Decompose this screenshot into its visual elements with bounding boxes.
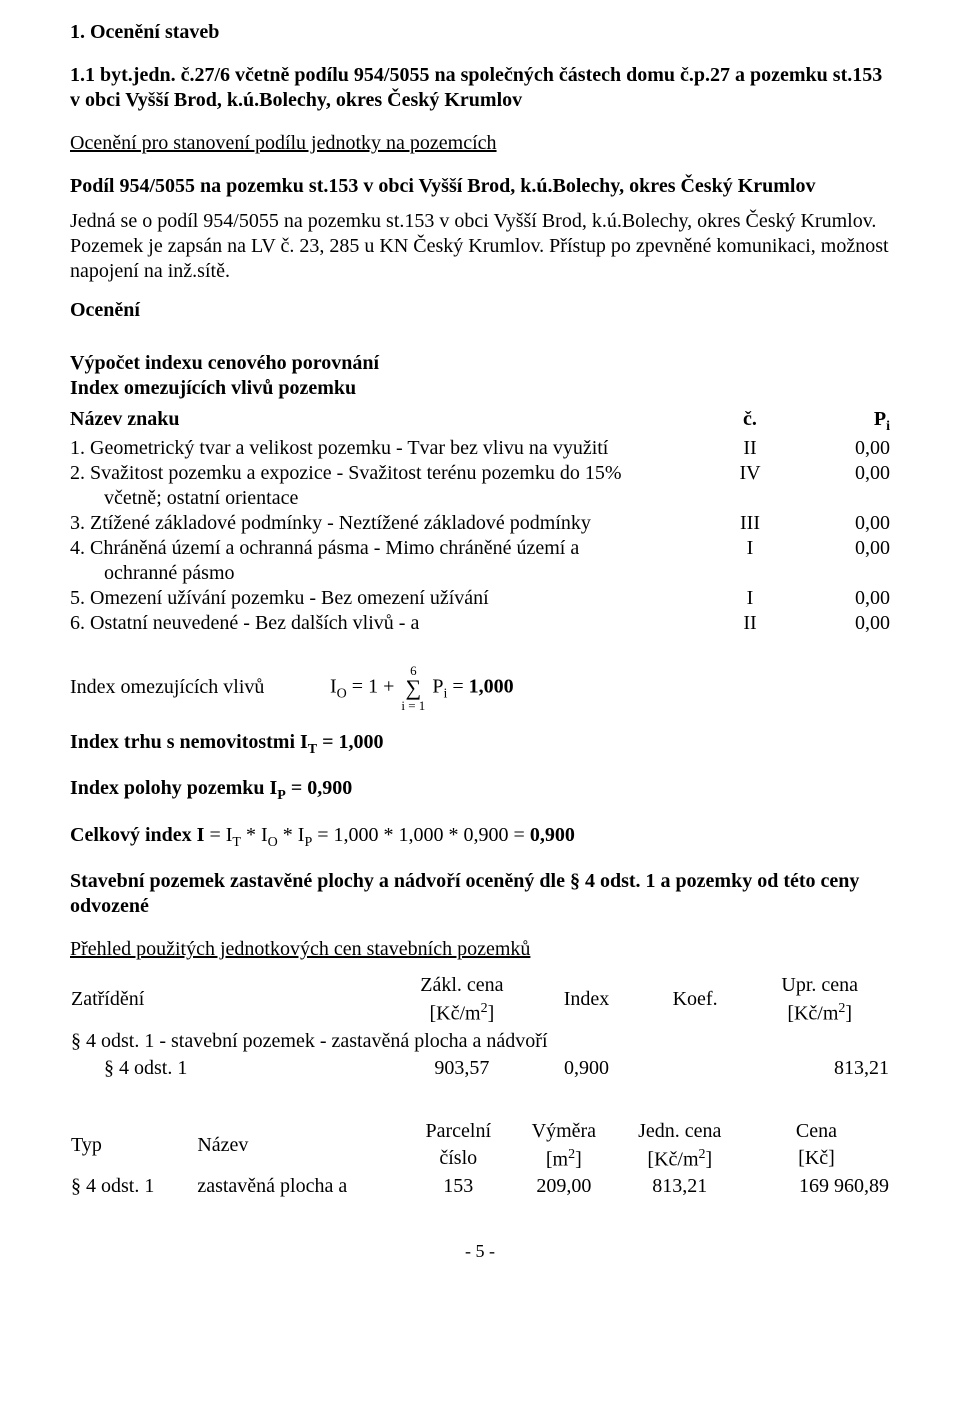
formula-body: IO = 1 + 6 ∑ i = 1 Pi = 1,000 — [330, 664, 514, 712]
unit-kcm2: [Kč/m2] — [617, 1145, 743, 1174]
detail-row: § 4 odst. 1 zastavěná plocha a 153 209,0… — [70, 1173, 890, 1200]
table-row: 5. Omezení užívání pozemku - Bez omezení… — [70, 586, 890, 611]
price-section: § 4 odst. 1 - stavební pozemek - zastavě… — [70, 1028, 890, 1055]
price-name: § 4 odst. 1 — [70, 1055, 392, 1082]
detail-table: Typ Název Parcelní Výměra Jedn. cena Cen… — [70, 1118, 890, 1201]
cell-name: 6. Ostatní neuvedené - Bez dalších vlivů… — [70, 611, 700, 636]
col-vymera: Výměra — [511, 1118, 617, 1145]
price-section-row: § 4 odst. 1 - stavební pozemek - zastavě… — [70, 1028, 890, 1055]
ip-sub: P — [277, 788, 286, 803]
ip-tail: = 0,900 — [286, 777, 352, 799]
price-upr: 813,21 — [749, 1055, 890, 1082]
table-row: 1. Geometrický tvar a velikost pozemku -… — [70, 436, 890, 461]
cell-p: 0,00 — [800, 436, 890, 461]
col-koef: Koef. — [641, 972, 750, 1028]
price-header-row: Zatřídění Zákl. cena Index Koef. Upr. ce… — [70, 972, 890, 999]
formula-io: Index omezujících vlivů IO = 1 + 6 ∑ i =… — [70, 664, 890, 712]
col-typ: Typ — [70, 1118, 196, 1174]
sigma-icon: 6 ∑ i = 1 — [401, 664, 425, 712]
heading-1-1: 1.1 byt.jedn. č.27/6 včetně podílu 954/5… — [70, 63, 890, 113]
table-row: 3. Ztížené základové podmínky - Neztížen… — [70, 511, 890, 536]
col-head-c: č. — [700, 407, 800, 436]
detail-parc: 153 — [405, 1173, 511, 1200]
col-zakl: Zákl. cena — [392, 972, 533, 999]
col-upr: Upr. cena — [749, 972, 890, 999]
oceneni-label: Ocenění — [70, 298, 890, 323]
detail-header-row: Typ Název Parcelní Výměra Jedn. cena Cen… — [70, 1118, 890, 1145]
paragraph-desc: Jedná se o podíl 954/5055 na pozemku st.… — [70, 209, 890, 284]
cell-c: II — [700, 611, 800, 636]
formula-sub: O — [337, 686, 347, 701]
detail-vymera: 209,00 — [511, 1173, 617, 1200]
cell-p: 0,00 — [800, 536, 890, 586]
cell-p: 0,00 — [800, 461, 890, 511]
heading-oceneni: Ocenění pro stanovení podílu jednotky na… — [70, 131, 890, 156]
table-row: 4. Chráněná území a ochranná pásma - Mim… — [70, 536, 890, 586]
sigma-symbol: ∑ — [405, 677, 421, 699]
vypocet-heading: Výpočet indexu cenového porovnání — [70, 351, 890, 376]
celkovy-line: Celkový index I = IT * IO * IP = 1,000 *… — [70, 823, 890, 852]
price-koef — [641, 1055, 750, 1082]
celkovy-val: 0,900 — [530, 824, 575, 846]
detail-typ: § 4 odst. 1 — [70, 1173, 196, 1200]
stavebni-heading: Stavební pozemek zastavěné plochy a nádv… — [70, 869, 890, 919]
table-row: 2. Svažitost pozemku a expozice - Svažit… — [70, 461, 890, 511]
cell-p: 0,00 — [800, 586, 890, 611]
price-zakl: 903,57 — [392, 1055, 533, 1082]
unit-kc: [Kč] — [743, 1145, 890, 1174]
index-it: Index trhu s nemovitostmi IT = 1,000 — [70, 730, 890, 759]
cell-p: 0,00 — [800, 511, 890, 536]
detail-jedn: 813,21 — [617, 1173, 743, 1200]
cell-name: 4. Chráněná území a ochranná pásma - Mim… — [70, 536, 700, 586]
cell-c: II — [700, 436, 800, 461]
cell-p: 0,00 — [800, 611, 890, 636]
it-label: Index trhu s nemovitostmi I — [70, 731, 308, 753]
heading-1: 1. Ocenění staveb — [70, 20, 890, 45]
cell-c: IV — [700, 461, 800, 511]
cell-c: III — [700, 511, 800, 536]
unit-kcm2: [Kč/m2] — [392, 999, 533, 1028]
col-zatrideni: Zatřídění — [70, 972, 392, 1028]
it-sub: T — [308, 742, 317, 757]
price-table: Zatřídění Zákl. cena Index Koef. Upr. ce… — [70, 972, 890, 1082]
celkovy-pre: Celkový index I — [70, 824, 204, 846]
index-ip: Index polohy pozemku IP = 0,900 — [70, 776, 890, 805]
podil-line: Podíl 954/5055 na pozemku st.153 v obci … — [70, 174, 890, 199]
detail-nazev: zastavěná plocha a — [196, 1173, 405, 1200]
col-cislo: číslo — [405, 1145, 511, 1174]
cell-c: I — [700, 586, 800, 611]
col-nazev: Název — [196, 1118, 405, 1174]
it-tail: = 1,000 — [317, 731, 383, 753]
table-row: 6. Ostatní neuvedené - Bez dalších vlivů… — [70, 611, 890, 636]
cell-name: 1. Geometrický tvar a velikost pozemku -… — [70, 436, 700, 461]
col-cena: Cena — [743, 1118, 890, 1145]
prehled-heading: Přehled použitých jednotkových cen stave… — [70, 937, 890, 962]
formula-eq: = 1 + — [347, 675, 400, 697]
detail-cena: 169 960,89 — [743, 1173, 890, 1200]
cell-c: I — [700, 536, 800, 586]
col-index: Index — [532, 972, 641, 1028]
table-header-row: Název znaku č. Pi — [70, 407, 890, 436]
price-index: 0,900 — [532, 1055, 641, 1082]
unit-kcm2: [Kč/m2] — [749, 999, 890, 1028]
cell-name: 5. Omezení užívání pozemku - Bez omezení… — [70, 586, 700, 611]
col-jedn: Jedn. cena — [617, 1118, 743, 1145]
col-head-name: Název znaku — [70, 407, 700, 436]
col-head-p: Pi — [800, 407, 890, 436]
index-om-heading: Index omezujících vlivů pozemku — [70, 376, 890, 401]
attributes-table: Název znaku č. Pi 1. Geometrický tvar a … — [70, 407, 890, 636]
cell-name: 3. Ztížené základové podmínky - Neztížen… — [70, 511, 700, 536]
page-number: - 5 - — [70, 1240, 890, 1263]
celkovy-mid: = I — [204, 824, 232, 846]
celkovy-post: = 1,000 * 1,000 * 0,900 = — [312, 824, 530, 846]
formula-lhs: Index omezujících vlivů — [70, 675, 330, 700]
cell-name: 2. Svažitost pozemku a expozice - Svažit… — [70, 461, 700, 511]
ip-label: Index polohy pozemku I — [70, 777, 277, 799]
formula-val: 1,000 — [469, 675, 514, 697]
document-page: 1. Ocenění staveb 1.1 byt.jedn. č.27/6 v… — [0, 0, 960, 1283]
unit-m2: [m2] — [511, 1145, 617, 1174]
col-parc: Parcelní — [405, 1118, 511, 1145]
sigma-sub: i = 1 — [401, 699, 425, 712]
price-row: § 4 odst. 1 903,57 0,900 813,21 — [70, 1055, 890, 1082]
